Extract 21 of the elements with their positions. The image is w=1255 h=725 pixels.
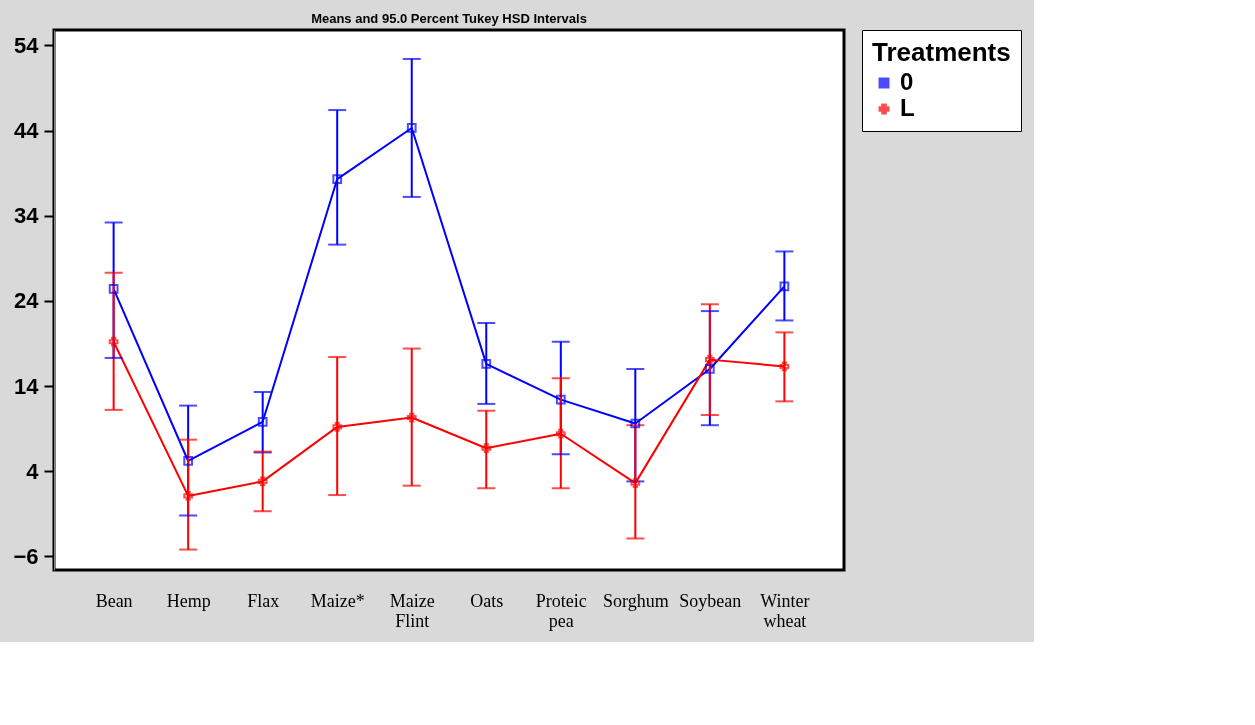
x-tick-label: Hemp bbox=[166, 590, 211, 611]
y-tick-label: 4 bbox=[26, 458, 40, 484]
y-tick-label: 54 bbox=[14, 32, 40, 58]
legend-label: 0 bbox=[900, 68, 914, 95]
chart-title: Means and 95.0 Percent Tukey HSD Intervals bbox=[311, 10, 587, 26]
y-tick-label: −6 bbox=[13, 543, 39, 569]
x-tick-label: Oats bbox=[470, 590, 504, 611]
y-tick-label: 34 bbox=[14, 203, 40, 229]
x-tick-label: Sorghum bbox=[602, 590, 669, 611]
x-tick-label: Proteic pea bbox=[535, 590, 587, 631]
x-tick-label: Flax bbox=[247, 590, 280, 611]
y-tick-label: 44 bbox=[14, 118, 40, 143]
legend-label: L bbox=[900, 94, 915, 121]
x-tick-label: Soybean bbox=[679, 590, 742, 611]
y-tick-label: 24 bbox=[14, 288, 40, 314]
x-tick-label: Maize Flint bbox=[389, 590, 435, 631]
legend-title: Treatments bbox=[872, 37, 1011, 67]
x-tick-label: Winter wheat bbox=[760, 590, 810, 631]
x-tick-label: Bean bbox=[95, 590, 133, 611]
x-tick-label: Maize* bbox=[310, 590, 365, 611]
y-tick-label: 14 bbox=[14, 373, 40, 399]
